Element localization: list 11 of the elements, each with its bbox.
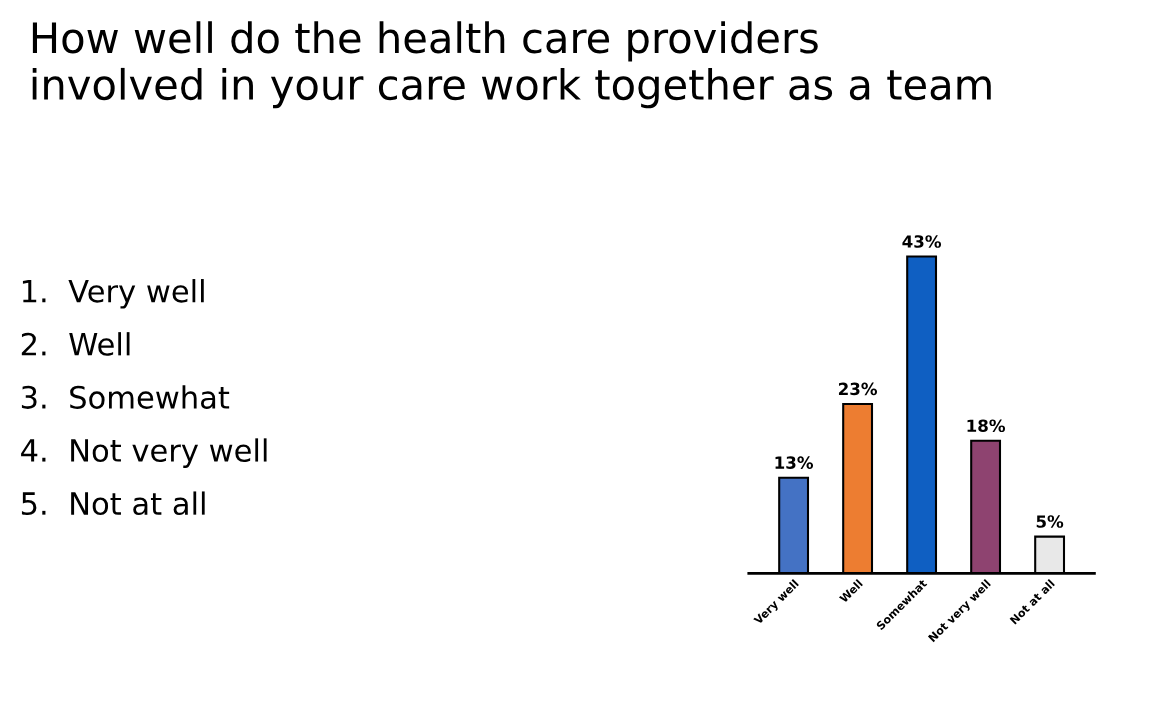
data-label: 5%	[1036, 515, 1064, 528]
data-label: 13%	[775, 456, 814, 469]
text: 3. Somewhat	[21, 385, 230, 409]
data-label: 43%	[902, 235, 942, 248]
text: 1. Very well	[22, 279, 204, 309]
data-label: 23%	[838, 382, 878, 396]
chart-title: How well do the health care providers involved in your care work together as a team	[32, 21, 991, 109]
data-label: 18%	[967, 419, 1006, 433]
text: 4. Not very well	[21, 438, 267, 468]
text: 2. Well	[21, 332, 130, 356]
text: 5. Not at all	[21, 491, 205, 516]
